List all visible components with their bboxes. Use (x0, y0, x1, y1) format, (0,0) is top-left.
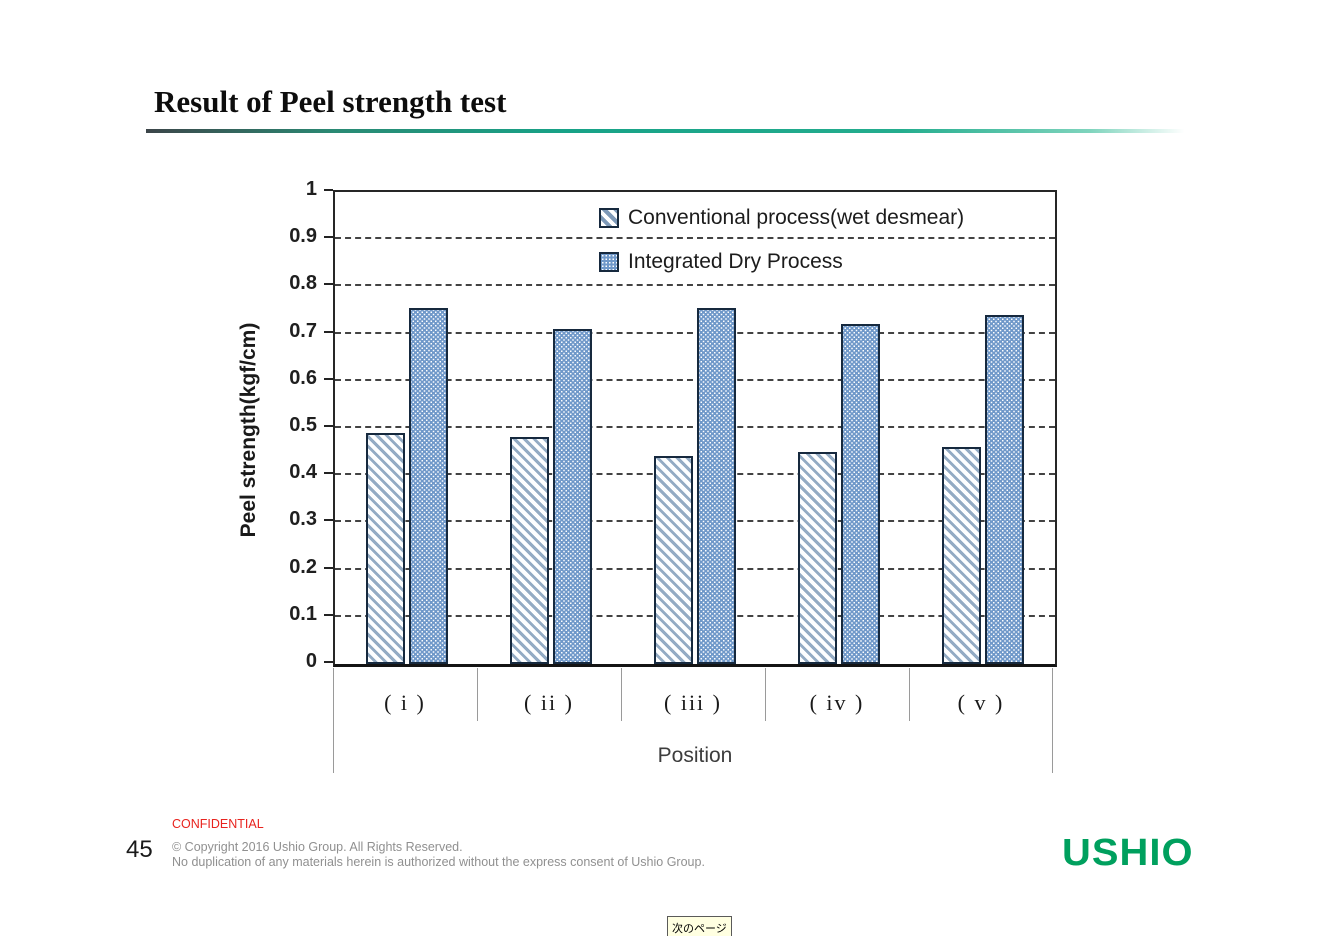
legend-label: Integrated Dry Process (628, 250, 843, 273)
y-tick-mark (324, 661, 333, 663)
y-tick-label: 1 (305, 178, 317, 201)
bar-dry-4 (841, 324, 880, 664)
y-tick-label: 0.7 (289, 319, 317, 342)
x-axis-labels: ( i ) ( ii ) ( iii ) ( iv ) ( v ) (333, 682, 1057, 724)
plot-area: Conventional process(wet desmear) Integra… (333, 190, 1057, 667)
bar-dry-2 (553, 328, 592, 664)
y-tick-mark (324, 236, 333, 239)
y-tick-mark (324, 283, 333, 286)
bar-dry-3 (697, 307, 736, 664)
x-category-label: ( v ) (957, 690, 1005, 715)
category-separator-line (477, 668, 478, 721)
x-category-label: ( ii ) (524, 690, 574, 715)
gridline (335, 237, 1055, 240)
dots-swatch-icon (599, 252, 619, 272)
page-number: 45 (126, 836, 153, 863)
copyright-line-2: No duplication of any materials herein i… (172, 855, 705, 869)
next-page-tooltip: 次のページ (667, 916, 732, 936)
gridline (335, 284, 1055, 287)
bar-dry-1 (409, 307, 448, 664)
y-tick-label: 0.9 (289, 225, 317, 248)
gridline (335, 473, 1055, 476)
gridline (335, 378, 1055, 381)
gridline (335, 331, 1055, 334)
bar-conventional-5 (942, 446, 981, 664)
y-tick-mark (324, 566, 333, 569)
title-underline (146, 129, 1195, 133)
category-separator-line (333, 668, 334, 773)
y-tick-label: 0.4 (289, 461, 317, 484)
category-separator-line (909, 668, 910, 721)
bar-conventional-2 (510, 437, 549, 664)
chart-legend: Conventional process(wet desmear) Integra… (599, 200, 964, 288)
legend-item: Conventional process(wet desmear) (599, 200, 964, 236)
category-separator-line (1052, 668, 1053, 773)
x-category-label: ( iv ) (809, 690, 865, 715)
y-tick-mark (324, 377, 333, 380)
y-tick-label: 0.1 (289, 602, 317, 625)
gridline (335, 520, 1055, 523)
bar-conventional-4 (798, 451, 837, 664)
y-tick-label: 0 (305, 650, 317, 673)
y-tick-mark (324, 613, 333, 616)
x-category-label: ( iii ) (664, 690, 722, 715)
y-tick-label: 0.5 (289, 414, 317, 437)
gridline (335, 426, 1055, 428)
y-tick-mark (324, 519, 333, 522)
ushio-logo: USHIO (1062, 832, 1194, 874)
y-tick-mark (324, 425, 333, 427)
hatch-swatch-icon (599, 208, 619, 228)
y-axis-title: Peel strength(kgf/cm) (237, 322, 260, 538)
x-category-label: ( i ) (384, 690, 426, 715)
category-separator-line (621, 668, 622, 721)
y-tick-label: 0.8 (289, 272, 317, 295)
y-tick-mark (324, 330, 333, 333)
page-title: Result of Peel strength test (154, 84, 507, 119)
gridline (335, 614, 1055, 617)
y-tick-label: 0.2 (289, 555, 317, 578)
bar-conventional-1 (366, 432, 405, 664)
legend-label: Conventional process(wet desmear) (628, 206, 965, 229)
y-axis: 1 0.9 0.8 0.7 0.6 0.5 0.4 0.3 0.2 0.1 0 (233, 178, 333, 672)
category-separator-line (765, 668, 766, 721)
bar-conventional-3 (654, 456, 693, 664)
y-tick-mark (324, 472, 333, 475)
legend-item: Integrated Dry Process (599, 244, 964, 280)
x-axis-title: Position (657, 744, 733, 767)
y-tick-label: 0.6 (289, 366, 317, 389)
bar-dry-5 (985, 314, 1024, 664)
copyright-line-1: © Copyright 2016 Ushio Group. All Rights… (172, 840, 463, 854)
category-separators (333, 667, 1057, 773)
confidential-label: CONFIDENTIAL (172, 817, 264, 831)
y-tick-label: 0.3 (289, 508, 317, 531)
y-tick-mark (324, 189, 333, 191)
gridline (335, 567, 1055, 570)
